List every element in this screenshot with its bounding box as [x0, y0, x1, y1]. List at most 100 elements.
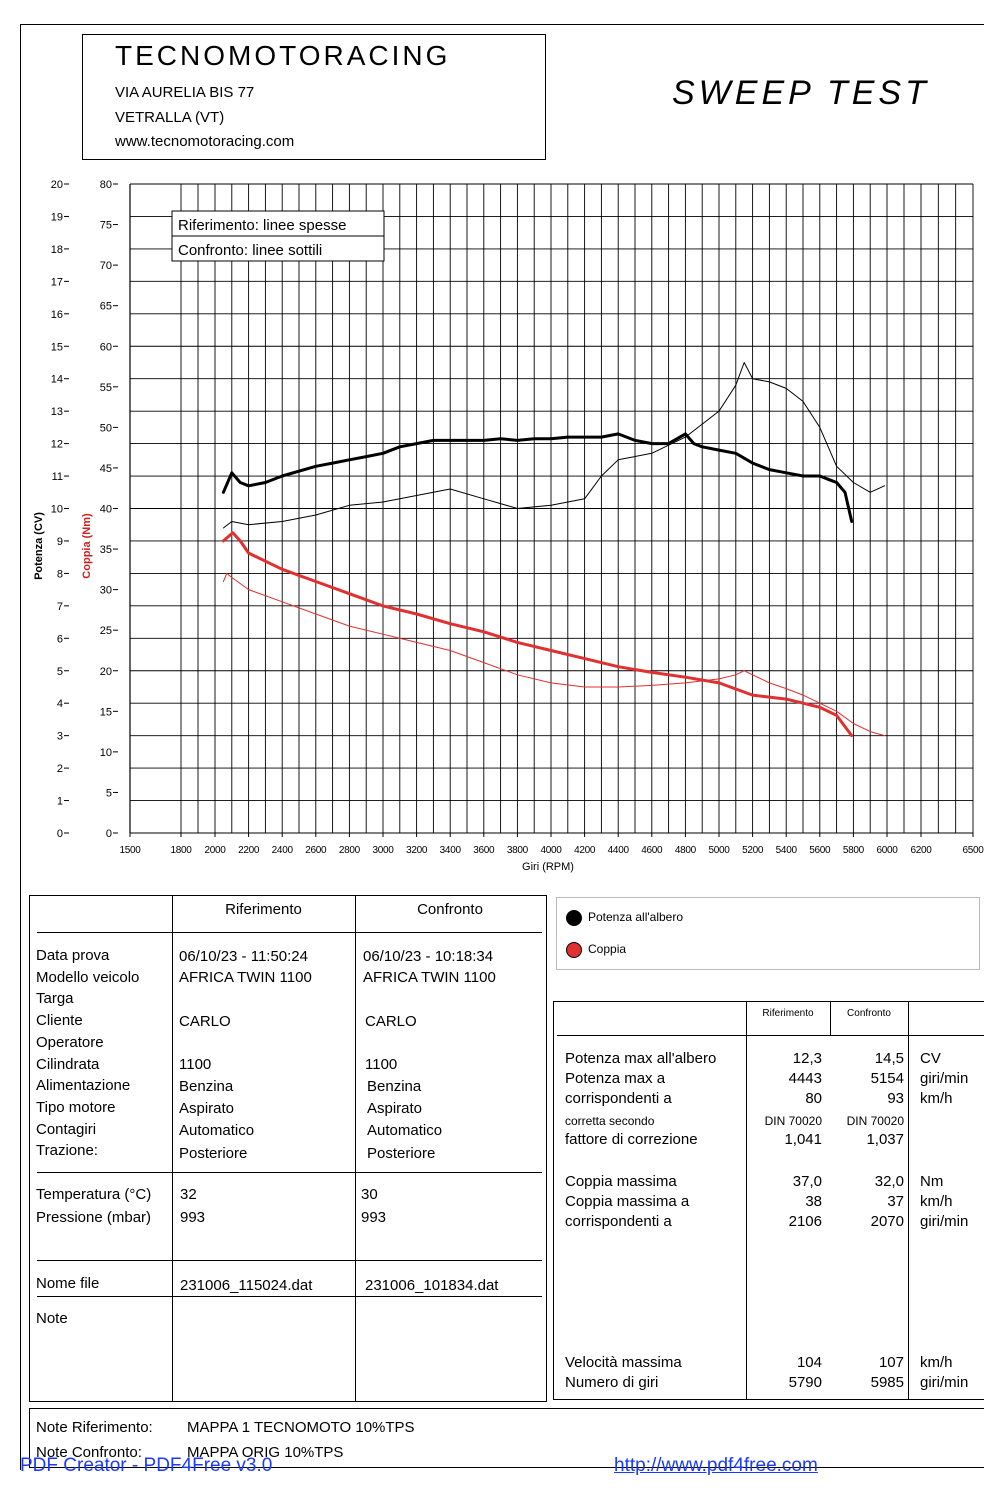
- results-divider-1: [746, 1002, 747, 1399]
- results-row-unit: km/h: [920, 1193, 953, 1210]
- results-row-ref: 5790: [788, 1374, 822, 1391]
- company-address-line2: VETRALLA (VT): [115, 109, 225, 126]
- results-row-label: Velocità massima: [565, 1354, 682, 1371]
- results-divider-3: [908, 1002, 909, 1399]
- power-tick-label: 12: [51, 439, 63, 451]
- rpm-tick-label: 2000: [204, 845, 226, 856]
- power-tick-label: 6: [57, 633, 63, 645]
- label-cilindrata: Cilindrata: [36, 1055, 100, 1073]
- rpm-tick-label: 2400: [272, 845, 294, 856]
- results-row-unit: giri/min: [920, 1374, 969, 1391]
- torque-tick-label: 55: [100, 382, 112, 394]
- results-row-unit: giri/min: [920, 1070, 969, 1087]
- label-trazione: Trazione:: [36, 1142, 98, 1160]
- results-row-ref: 80: [805, 1090, 822, 1107]
- power-tick-label: 13: [51, 406, 63, 418]
- results-row-ref: 37,0: [792, 1173, 822, 1190]
- legend-dot-power: [566, 910, 582, 926]
- results-divider-2: [830, 1002, 831, 1036]
- power-curve-comparison: [222, 362, 885, 529]
- ref-cliente: CARLO: [179, 1013, 231, 1030]
- label-cliente: Cliente: [36, 1012, 83, 1030]
- rpm-tick-label: 5400: [776, 845, 798, 856]
- results-row-cmp: 5154: [870, 1070, 904, 1087]
- torque-curve-comparison: [222, 572, 885, 737]
- rpm-axis-ticks: 1500 1800 2000 2200 2400 2600 2800 3000 3200 3400…: [119, 833, 984, 856]
- results-row-cmp: 93: [887, 1090, 904, 1107]
- rpm-tick-label: 5200: [742, 845, 764, 856]
- ref-nome-file: 231006_115024.dat: [180, 1277, 313, 1294]
- results-row-label: Potenza max all'albero: [565, 1050, 717, 1067]
- results-row-ref: 1,041: [784, 1131, 822, 1148]
- company-website: www.tecnomotoracing.com: [115, 133, 295, 150]
- rpm-tick-label: 6200: [910, 845, 932, 856]
- results-row-cmp: 32,0: [874, 1173, 904, 1190]
- cmp-pressione: 993: [361, 1209, 387, 1226]
- results-row-label: fattore di correzione: [565, 1131, 698, 1148]
- label-targa: Targa: [36, 990, 74, 1008]
- power-tick-label: 2: [57, 763, 63, 775]
- results-row-cmp: 37: [887, 1193, 904, 1210]
- results-row-unit: km/h: [920, 1354, 953, 1371]
- info-table-rule-2: [37, 1260, 542, 1261]
- rpm-tick-label: 4600: [641, 845, 663, 856]
- results-row-cmp: DIN 70020: [846, 1114, 904, 1128]
- torque-curve-reference: [221, 531, 854, 738]
- results-row-unit: km/h: [920, 1090, 953, 1107]
- rpm-tick-label: 4800: [675, 845, 697, 856]
- torque-tick-label: 65: [100, 301, 112, 313]
- legend-item-power: Potenza all'albero: [566, 910, 683, 926]
- chart-grid: [129, 183, 974, 834]
- results-row-label: Numero di giri: [565, 1374, 659, 1391]
- pdf-creator-watermark: PDF Creator - PDF4Free v3.0: [20, 1455, 273, 1476]
- power-tick-label: 16: [51, 309, 63, 321]
- rpm-tick-label: 1500: [119, 845, 141, 856]
- torque-tick-label: 75: [100, 220, 112, 232]
- cmp-cliente: CARLO: [365, 1013, 417, 1030]
- info-labels: Data prova Modello veicolo Targa Cliente…: [36, 945, 139, 1162]
- results-row-label: Coppia massima a: [565, 1193, 690, 1210]
- annotation-reference: Riferimento: linee spesse: [178, 217, 346, 234]
- note-cmp-label: Note Confronto:: [36, 1444, 142, 1461]
- torque-tick-label: 40: [100, 504, 112, 516]
- power-tick-label: 18: [51, 244, 63, 256]
- note-ref-value: MAPPA 1 TECNOMOTO 10%TPS: [187, 1419, 415, 1436]
- ref-alimentazione: Benzina: [179, 1078, 234, 1095]
- rpm-tick-label: 2800: [339, 845, 361, 856]
- note-ref-label: Note Riferimento:: [36, 1419, 153, 1436]
- results-table: [553, 1001, 984, 1400]
- power-tick-label: 15: [51, 341, 63, 353]
- results-row-ref: DIN 70020: [764, 1114, 822, 1128]
- power-tick-label: 20: [51, 179, 63, 191]
- legend-label-power: Potenza all'albero: [588, 910, 684, 925]
- rpm-axis-label: Giri (RPM): [522, 861, 574, 873]
- pdf4free-link[interactable]: http://www.pdf4free.com: [614, 1455, 818, 1476]
- torque-tick-label: 50: [100, 422, 112, 434]
- rpm-tick-label: 4200: [574, 845, 596, 856]
- label-note: Note: [36, 1310, 68, 1327]
- rpm-tick-label: 6500: [962, 845, 984, 856]
- results-row-label: Potenza max a: [565, 1070, 666, 1087]
- power-curve-reference: [221, 432, 854, 523]
- torque-tick-label: 45: [100, 463, 112, 475]
- legend-label-torque: Coppia: [588, 942, 627, 957]
- cmp-data: 06/10/23 - 10:18:34: [363, 948, 494, 965]
- rpm-tick-label: 5000: [708, 845, 730, 856]
- company-name: TECNOMOTORACING: [115, 40, 451, 71]
- label-data-prova: Data prova: [36, 947, 110, 964]
- ref-temperatura: 32: [180, 1186, 197, 1203]
- cmp-cilindrata: 1100: [365, 1056, 398, 1073]
- results-row-unit: giri/min: [920, 1213, 969, 1230]
- note-cmp-value: MAPPA ORIG 10%TPS: [187, 1444, 344, 1461]
- torque-tick-label: 10: [100, 747, 112, 759]
- results-row-ref: 38: [805, 1193, 822, 1210]
- notes-box: [29, 1408, 984, 1468]
- results-row-label: corretta secondo: [565, 1114, 655, 1128]
- label-nome-file: Nome file: [36, 1275, 100, 1292]
- cmp-alimentazione: Benzina: [367, 1078, 422, 1095]
- rpm-tick-label: 3200: [406, 845, 428, 856]
- cmp-modello: AFRICA TWIN 1100: [363, 969, 496, 986]
- ref-modello: AFRICA TWIN 1100: [179, 969, 312, 986]
- label-temperatura: Temperatura (°C): [36, 1186, 152, 1203]
